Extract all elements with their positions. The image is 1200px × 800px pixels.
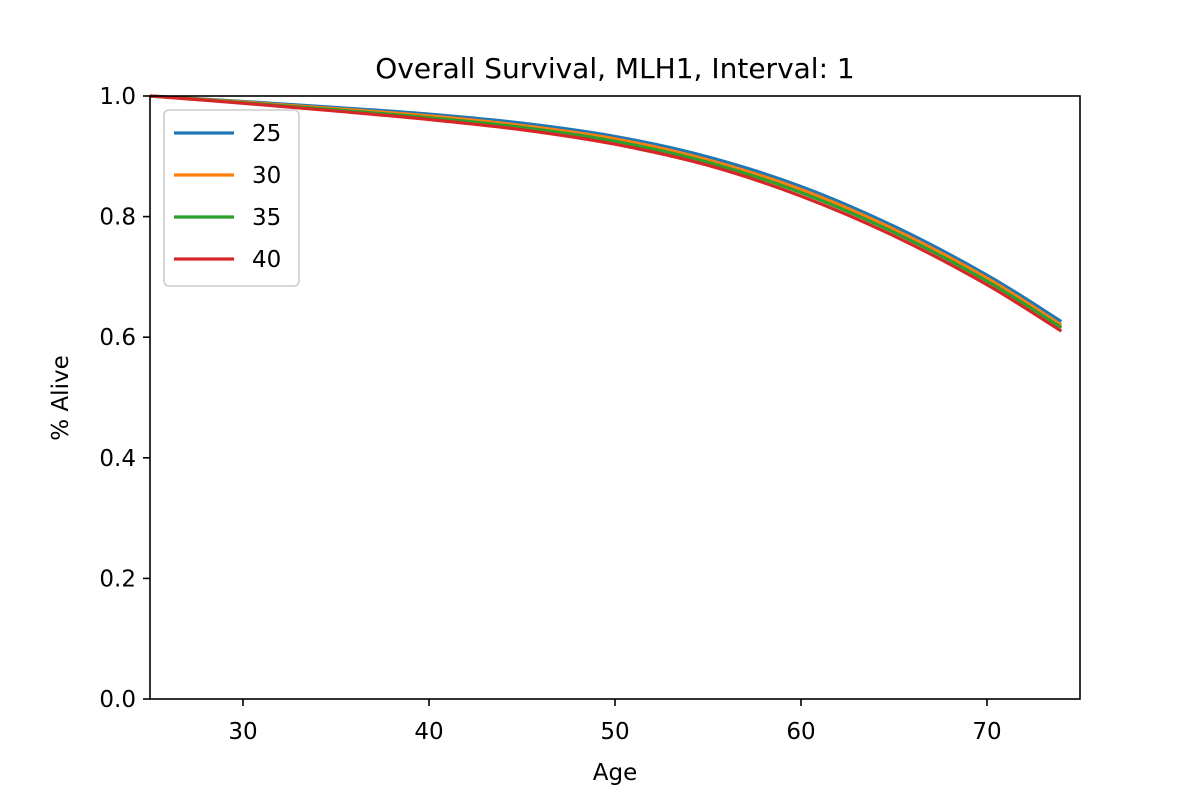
x-axis-label: Age (593, 760, 637, 786)
y-tick-label: 1.0 (99, 84, 136, 110)
x-tick-label: 30 (228, 719, 257, 745)
y-tick-label: 0.6 (99, 325, 136, 351)
y-tick-label: 0.0 (99, 687, 136, 713)
legend-label-35: 35 (252, 205, 281, 231)
legend-box (163, 109, 300, 287)
series-line-40 (149, 94, 1063, 333)
legend-label-40: 40 (252, 247, 281, 273)
legend: 25 30 35 40 (163, 109, 300, 287)
legend-label-30: 30 (252, 163, 281, 189)
y-axis-label: % Alive (48, 355, 74, 440)
y-tick-label: 0.4 (99, 446, 136, 472)
x-tick-label: 40 (414, 719, 443, 745)
x-tick-label: 70 (972, 719, 1001, 745)
legend-label-25: 25 (252, 121, 281, 147)
y-tick-label: 0.8 (99, 205, 136, 231)
plot-lines (149, 94, 1063, 333)
x-axis: 30 40 50 60 70 (228, 699, 1002, 745)
y-tick-label: 0.2 (99, 566, 136, 592)
x-tick-label: 50 (600, 719, 629, 745)
x-tick-label: 60 (786, 719, 815, 745)
y-axis: 0.0 0.2 0.4 0.6 0.8 1.0 (99, 84, 150, 713)
chart-title: Overall Survival, MLH1, Interval: 1 (375, 52, 854, 85)
